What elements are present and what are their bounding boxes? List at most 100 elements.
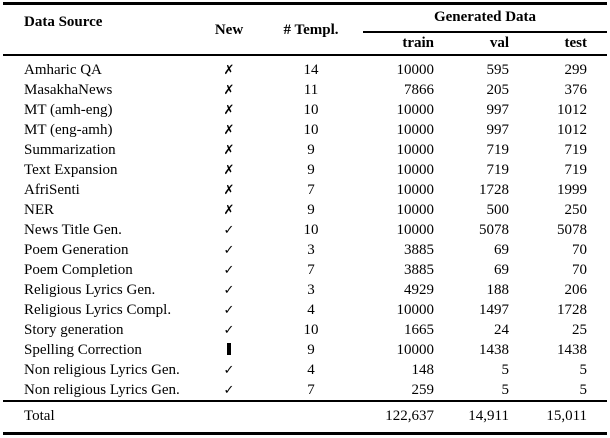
check-mark-icon: ✓ (223, 302, 235, 318)
templates-cell: 3 (307, 281, 315, 298)
val-cell: 205 (486, 81, 510, 98)
train-cell: 3885 (404, 261, 434, 278)
train-cell: 259 (411, 381, 435, 398)
val-cell: 595 (486, 61, 510, 78)
templates-cell: 9 (307, 341, 315, 358)
templates-cell: 9 (307, 161, 315, 178)
train-cell: 10000 (396, 161, 435, 178)
col-header-test: test (509, 31, 608, 56)
val-cell: 1728 (479, 181, 509, 198)
col-header-templates: # Templ. (259, 3, 363, 56)
data-source-cell: Spelling Correction (24, 341, 142, 358)
test-cell: 5 (579, 361, 588, 378)
templates-cell: 10 (303, 101, 319, 118)
templates-cell: 10 (303, 221, 319, 238)
data-source-cell: AfriSenti (24, 181, 80, 198)
table-row: MasakhaNews ✗ 11 7866 205 376 (3, 80, 607, 100)
test-cell: 376 (564, 81, 588, 98)
check-mark-icon: ✓ (223, 242, 235, 258)
test-cell: 5078 (557, 221, 588, 238)
train-cell: 10000 (396, 121, 435, 138)
val-cell: 5 (501, 361, 510, 378)
table-row: Religious Lyrics Compl. ✓ 4 10000 1497 1… (3, 300, 607, 320)
new-cell: ✗ (199, 55, 259, 80)
col-header-generated-data: Generated Data (363, 3, 608, 33)
new-cell: ✓ (199, 240, 259, 260)
new-cell: ✓ (199, 300, 259, 320)
cross-mark-icon: ✗ (223, 62, 235, 78)
total-templates-cell (259, 399, 363, 433)
table-row: Summarization ✗ 9 10000 719 719 (3, 140, 607, 160)
table-row: Spelling Correction 9 10000 1438 1438 (3, 340, 607, 360)
val-cell: 69 (494, 261, 509, 278)
data-source-cell: Non religious Lyrics Gen. (24, 361, 180, 378)
templates-cell: 4 (307, 301, 315, 318)
train-cell: 10000 (396, 61, 435, 78)
check-mark-icon: ✓ (223, 222, 235, 238)
templates-cell: 7 (307, 381, 315, 398)
dataset-statistics-table: Data Source New # Templ. Generated Data … (3, 2, 608, 435)
col-header-train: train (363, 31, 434, 56)
val-cell: 719 (486, 161, 510, 178)
val-cell: 500 (486, 201, 510, 218)
val-cell: 24 (494, 321, 509, 338)
test-cell: 25 (572, 321, 588, 338)
test-cell: 719 (564, 141, 588, 158)
val-cell: 997 (486, 101, 510, 118)
val-cell: 1438 (479, 341, 509, 358)
new-cell: ✓ (199, 380, 259, 401)
table-row: MT (eng-amh) ✗ 10 10000 997 1012 (3, 120, 607, 140)
new-cell: ✗ (199, 80, 259, 100)
check-mark-icon: ✓ (223, 262, 235, 278)
train-cell: 148 (411, 361, 435, 378)
templates-cell: 3 (307, 241, 315, 258)
templates-cell: 9 (307, 141, 315, 158)
templates-cell: 7 (307, 181, 315, 198)
total-val-value: 14,911 (434, 399, 509, 433)
val-cell: 5 (501, 381, 510, 398)
cross-mark-icon: ✗ (223, 122, 235, 138)
new-cell: ✓ (199, 260, 259, 280)
data-source-cell: Amharic QA (24, 61, 102, 78)
val-cell: 719 (486, 141, 510, 158)
data-source-cell: Poem Generation (24, 241, 129, 258)
new-cell: ✗ (199, 120, 259, 140)
test-cell: 206 (564, 281, 588, 298)
train-cell: 10000 (396, 301, 435, 318)
test-cell: 70 (572, 261, 588, 278)
table-row: Poem Generation ✓ 3 3885 69 70 (3, 240, 607, 260)
total-test-value: 15,011 (509, 399, 608, 433)
test-cell: 719 (564, 161, 588, 178)
table-header: Data Source New # Templ. Generated Data … (3, 3, 608, 56)
col-header-new: New (199, 3, 259, 56)
new-cell: ✗ (199, 160, 259, 180)
new-cell: ✗ (199, 140, 259, 160)
data-source-cell: NER (24, 201, 54, 218)
test-cell: 1012 (557, 101, 588, 118)
check-mark-icon: ✓ (223, 382, 235, 398)
train-cell: 1665 (404, 321, 434, 338)
new-cell: ✓ (199, 220, 259, 240)
table-row: Non religious Lyrics Gen. ✓ 7 259 5 5 (3, 380, 607, 401)
train-cell: 4929 (404, 281, 434, 298)
test-cell: 1999 (557, 181, 588, 198)
check-mark-icon: ✓ (223, 362, 235, 378)
cross-mark-icon: ✗ (223, 82, 235, 98)
val-cell: 997 (486, 121, 510, 138)
data-source-cell: Religious Lyrics Compl. (24, 301, 172, 318)
cross-mark-icon: ✗ (223, 102, 235, 118)
new-cell: ✗ (199, 100, 259, 120)
data-source-cell: Poem Completion (24, 261, 133, 278)
col-header-val: val (434, 31, 509, 56)
total-train-value: 122,637 (363, 399, 434, 433)
table-footer: Total 122,637 14,911 15,011 (3, 399, 608, 433)
new-cell: ✗ (199, 200, 259, 220)
table-row: MT (amh-eng) ✗ 10 10000 997 1012 (3, 100, 607, 120)
total-new-cell (199, 399, 259, 433)
data-source-cell: Text Expansion (24, 161, 118, 178)
data-source-cell: Story generation (24, 321, 124, 338)
table-body: Amharic QA ✗ 14 10000 595 299 MasakhaNew… (3, 55, 607, 401)
data-source-cell: Non religious Lyrics Gen. (24, 381, 180, 398)
table-row: NER ✗ 9 10000 500 250 (3, 200, 607, 220)
